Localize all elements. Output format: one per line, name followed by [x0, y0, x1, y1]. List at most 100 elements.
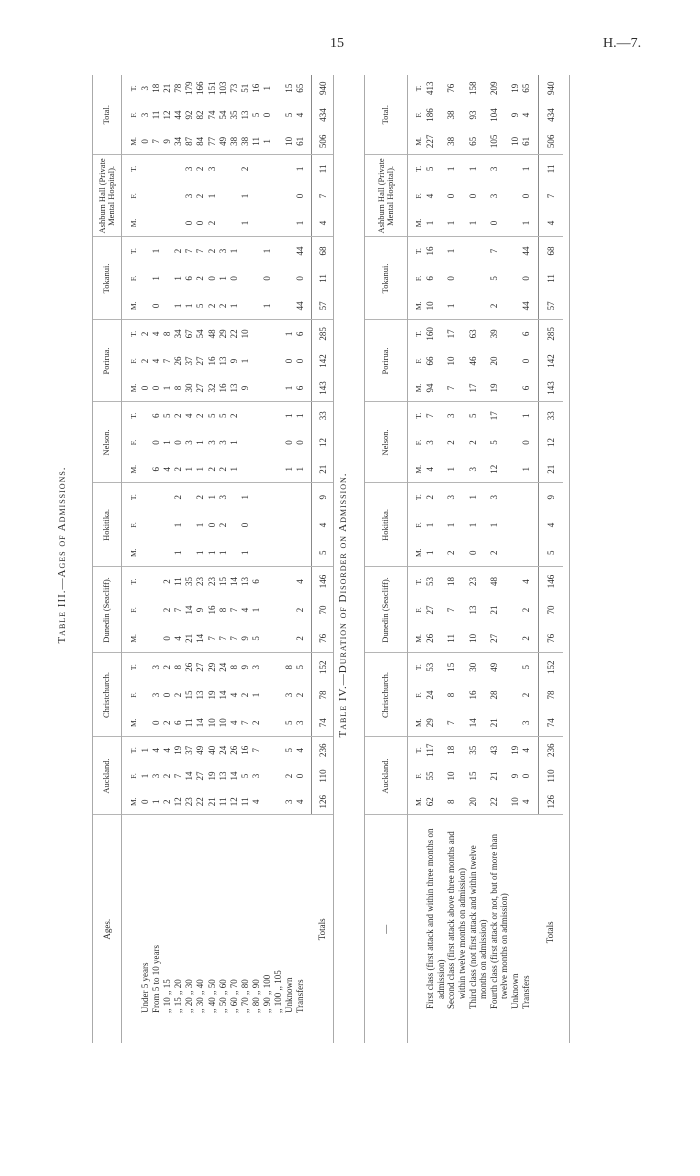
- total-cell: 33: [311, 401, 334, 429]
- value-cell: [239, 292, 251, 320]
- row-label: ,, 90 ,, 100: [262, 974, 273, 1013]
- sex-label: T.: [129, 85, 138, 92]
- value-cell: [273, 737, 284, 763]
- value-cell: 28: [488, 690, 499, 700]
- value-cell: 3: [284, 692, 295, 698]
- value-cell: 4: [520, 112, 531, 118]
- value-cell: 77: [206, 128, 218, 155]
- value-cell: 3: [140, 86, 150, 91]
- value-cell: 209: [488, 81, 499, 96]
- table-row: ,, 10 ,, 15 2 2 4 2 0 2 0 2 2 4 1 5 1 7 8 9 12 21: [162, 75, 174, 1043]
- value-cell: 1: [446, 248, 457, 254]
- total-cell: 236: [311, 736, 334, 763]
- value-cell: 32: [206, 374, 218, 402]
- value-cell: 27: [195, 771, 206, 781]
- blank-cell: [532, 75, 539, 102]
- value-cell: [262, 681, 273, 709]
- sex-label: T.: [414, 165, 423, 172]
- total-cell: 4: [311, 209, 334, 237]
- value-cell: [273, 265, 284, 293]
- value-cell: 3: [184, 193, 195, 199]
- value-cell: 11: [250, 128, 263, 155]
- total-cell: 506: [538, 128, 563, 155]
- value-cell: 10: [284, 128, 296, 155]
- sex-label: M.: [121, 128, 140, 155]
- value-cell: 4: [228, 708, 240, 737]
- value-cell: 117: [425, 743, 435, 757]
- value-cell: 1: [295, 166, 306, 172]
- value-cell: [140, 209, 152, 237]
- row-label: ,, 40 ,, 50: [206, 979, 217, 1013]
- total-cell: 9: [311, 482, 334, 511]
- value-cell: [510, 596, 521, 625]
- value-cell: [262, 538, 274, 567]
- value-cell: 1: [173, 276, 184, 281]
- blank-cell: [532, 763, 539, 789]
- value-cell: 6: [295, 374, 307, 402]
- value-cell: 1: [173, 522, 184, 528]
- row-label: ,, 60 ,, 70: [228, 979, 239, 1013]
- value-cell: 7: [173, 773, 184, 779]
- sex-label: M.: [407, 374, 425, 402]
- value-cell: [251, 265, 262, 293]
- value-cell: 0: [228, 276, 239, 281]
- value-cell: 14: [195, 624, 207, 653]
- blank-cell: [532, 681, 539, 709]
- row-label: Unknown: [284, 977, 295, 1014]
- value-cell: 14: [467, 708, 489, 737]
- value-cell: 26: [425, 624, 447, 653]
- value-cell: 4: [295, 112, 306, 118]
- value-cell: [250, 292, 263, 320]
- total-cell: 11: [538, 154, 563, 183]
- table-row: From 5 to 10 years 1 3 4 0 3 3 6 0 6 0 4 4 0 1 1 7 11 18: [151, 75, 163, 1043]
- total-cell: 142: [538, 347, 563, 375]
- value-cell: 3: [140, 112, 150, 118]
- value-cell: 24: [217, 662, 228, 672]
- row-label: ,, 10 ,, 15: [162, 979, 173, 1013]
- value-cell: 11: [217, 789, 229, 815]
- value-cell: 76: [446, 83, 457, 93]
- value-cell: [273, 596, 284, 625]
- sex-label: T.: [414, 85, 423, 92]
- value-cell: 2: [446, 538, 468, 567]
- table-row: Transfers 4 0 4 3 2 5 2 2 4 1 0 1 6 0 6 44 0 44 1 0 1 61 4 65: [520, 75, 532, 1043]
- value-cell: 1: [520, 413, 531, 418]
- value-cell: 1: [239, 538, 251, 567]
- value-cell: 92: [184, 110, 195, 120]
- value-cell: [250, 209, 263, 237]
- table-iv-grid: — Auckland. Christchurch. Dunedin (Seacliff…: [365, 74, 563, 1043]
- value-cell: [140, 596, 151, 625]
- value-cell: 6: [425, 276, 435, 281]
- value-cell: 10: [510, 789, 521, 815]
- value-cell: [250, 374, 263, 402]
- value-cell: 6: [295, 331, 306, 337]
- value-cell: 2: [162, 708, 174, 737]
- sex-label: M.: [407, 624, 425, 653]
- value-cell: 1: [425, 522, 435, 528]
- column-header: Christchurch.: [93, 652, 121, 737]
- value-cell: [262, 624, 274, 653]
- table-row: ,, 60 ,, 70 12 14 26 4 4 8 7 7 14 1 1 2 13 9 22 1 0 1 38 35 7…: [228, 75, 240, 1043]
- value-cell: 227: [425, 128, 447, 155]
- value-cell: 1: [467, 522, 478, 528]
- value-cell: 39: [488, 329, 499, 339]
- blank-cell: [531, 374, 539, 402]
- blank-cell: [532, 347, 539, 374]
- value-cell: 0: [140, 789, 152, 815]
- value-cell: 53: [425, 577, 435, 587]
- value-cell: 3: [488, 193, 499, 199]
- value-cell: 4: [151, 747, 162, 753]
- value-cell: [140, 402, 151, 429]
- value-cell: 27: [195, 662, 206, 672]
- value-cell: 7: [184, 248, 195, 254]
- sex-label: T.: [129, 494, 138, 501]
- value-cell: 1: [446, 455, 468, 483]
- value-cell: 0: [151, 292, 163, 320]
- value-cell: 21: [162, 83, 173, 93]
- total-cell: 76: [311, 624, 334, 653]
- value-cell: 7: [217, 624, 229, 653]
- value-cell: 1: [467, 166, 478, 172]
- value-cell: [240, 237, 251, 265]
- value-cell: 27: [195, 374, 207, 402]
- value-cell: 49: [217, 128, 229, 155]
